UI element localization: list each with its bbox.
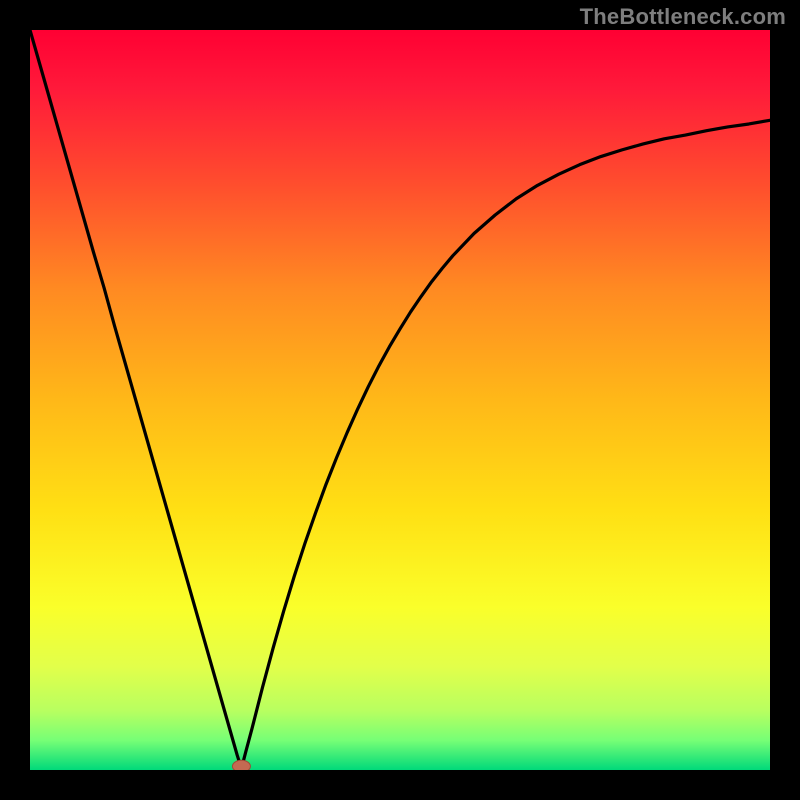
bottleneck-chart (0, 0, 800, 800)
watermark-label: TheBottleneck.com (580, 4, 786, 30)
chart-frame: TheBottleneck.com (0, 0, 800, 800)
